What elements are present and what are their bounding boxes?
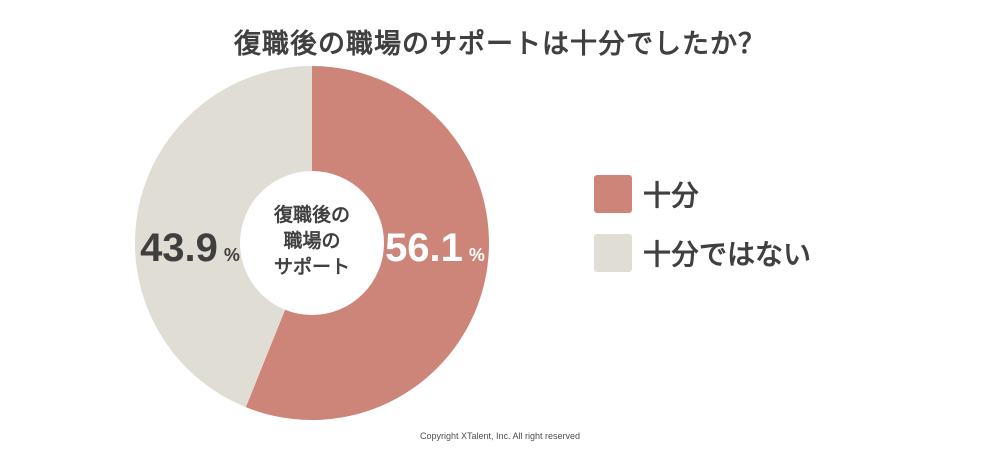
legend-swatch-insufficient: [594, 234, 632, 272]
center-label-line: サポート: [274, 255, 350, 278]
legend-item-insufficient: 十分ではない: [594, 233, 974, 273]
legend-swatch-sufficient: [594, 175, 632, 213]
legend-item-sufficient: 十分: [594, 174, 974, 214]
legend-label-insufficient: 十分ではない: [643, 238, 812, 271]
legend: 十分 十分ではない: [594, 174, 974, 292]
data-label-sufficient: 56.1%: [385, 226, 485, 270]
pie-slice-insufficient: [134, 66, 312, 408]
chart-title: 復職後の職場のサポートは十分でしたか？: [234, 29, 766, 60]
copyright-notice: Copyright XTalent, Inc. All right reserv…: [419, 431, 581, 441]
center-hole: [240, 171, 384, 315]
center-label-line: 復職後の: [273, 203, 350, 226]
center-label-line: 職場の: [283, 229, 340, 252]
center-label: 復職後の職場のサポート: [273, 203, 350, 278]
legend-label-sufficient: 十分: [643, 179, 700, 212]
data-label-insufficient: 43.9%: [140, 226, 240, 270]
